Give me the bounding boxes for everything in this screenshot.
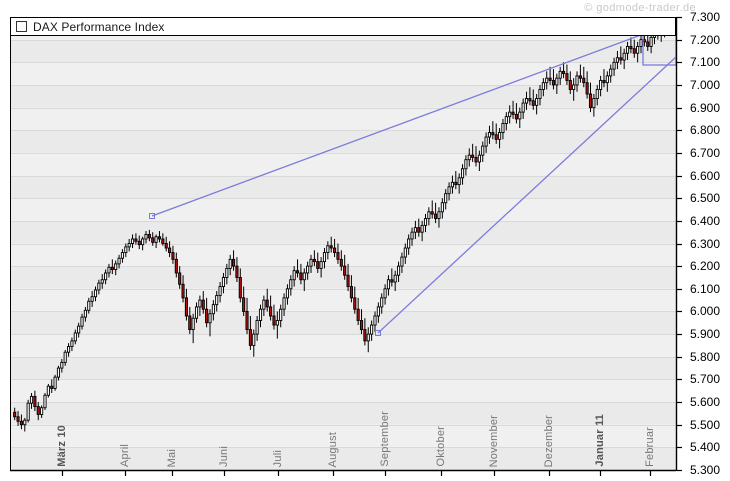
y-axis-tick-label: 6.100 (690, 281, 721, 296)
series-legend[interactable]: DAX Performance Index (10, 17, 676, 36)
y-axis-tick-label: 6.000 (690, 304, 721, 319)
series-visibility-checkbox[interactable] (16, 21, 27, 32)
y-axis-tick-label: 5.700 (690, 372, 721, 387)
y-axis-tick-label: 5.500 (690, 417, 721, 432)
y-axis-tick-label: 6.800 (690, 123, 721, 138)
y-axis-tick-label: 6.200 (690, 259, 721, 274)
y-axis-tick-label: 5.800 (690, 349, 721, 364)
y-axis-tick-label: 6.500 (690, 191, 721, 206)
x-axis-tick-label: September (379, 411, 391, 467)
y-axis-tick-label: 6.400 (690, 213, 721, 228)
x-axis-tick-label: Juni (218, 446, 230, 467)
y-axis-tick-label: 6.900 (690, 100, 721, 115)
upper-resistance-trendline[interactable] (151, 21, 677, 217)
series-legend-label: DAX Performance Index (33, 19, 165, 34)
x-axis-tick-label: April (119, 443, 131, 467)
x-axis-tick-label: Oktober (435, 426, 447, 467)
axis-tick-marks (61, 16, 682, 476)
y-axis-tick-label: 7.100 (690, 55, 721, 70)
y-axis-tick-label: 5.600 (690, 395, 721, 410)
x-axis-tick-label: Juli (272, 449, 284, 467)
x-axis-tick-label: Dezember (543, 414, 555, 467)
x-axis-tick-label: März 10 (56, 425, 68, 467)
y-axis-tick-label: 5.900 (690, 327, 721, 342)
y-axis-tick-label: 5.400 (690, 440, 721, 455)
y-axis-tick-label: 6.700 (690, 145, 721, 160)
y-axis-tick-label: 6.300 (690, 236, 721, 251)
x-axis-tick-label: August (327, 431, 339, 467)
y-axis-tick-label: 7.300 (690, 10, 721, 24)
gridline-bands (10, 17, 676, 470)
x-axis-tick-label: November (488, 414, 500, 467)
lower-support-trendline[interactable] (377, 56, 677, 334)
y-axis-tick-label: 7.200 (690, 32, 721, 47)
x-axis-tick-label: Mai (166, 448, 178, 467)
y-axis-tick-label: 5.300 (690, 463, 721, 477)
candlestick-series (13, 19, 673, 432)
x-axis-tick-label: Februar (644, 427, 656, 467)
y-axis-tick-label: 6.600 (690, 168, 721, 183)
y-axis-tick-label: 7.000 (690, 77, 721, 92)
x-axis-tick-label: Januar 11 (594, 414, 606, 467)
site-watermark: © godmode-trader.de (584, 2, 696, 14)
